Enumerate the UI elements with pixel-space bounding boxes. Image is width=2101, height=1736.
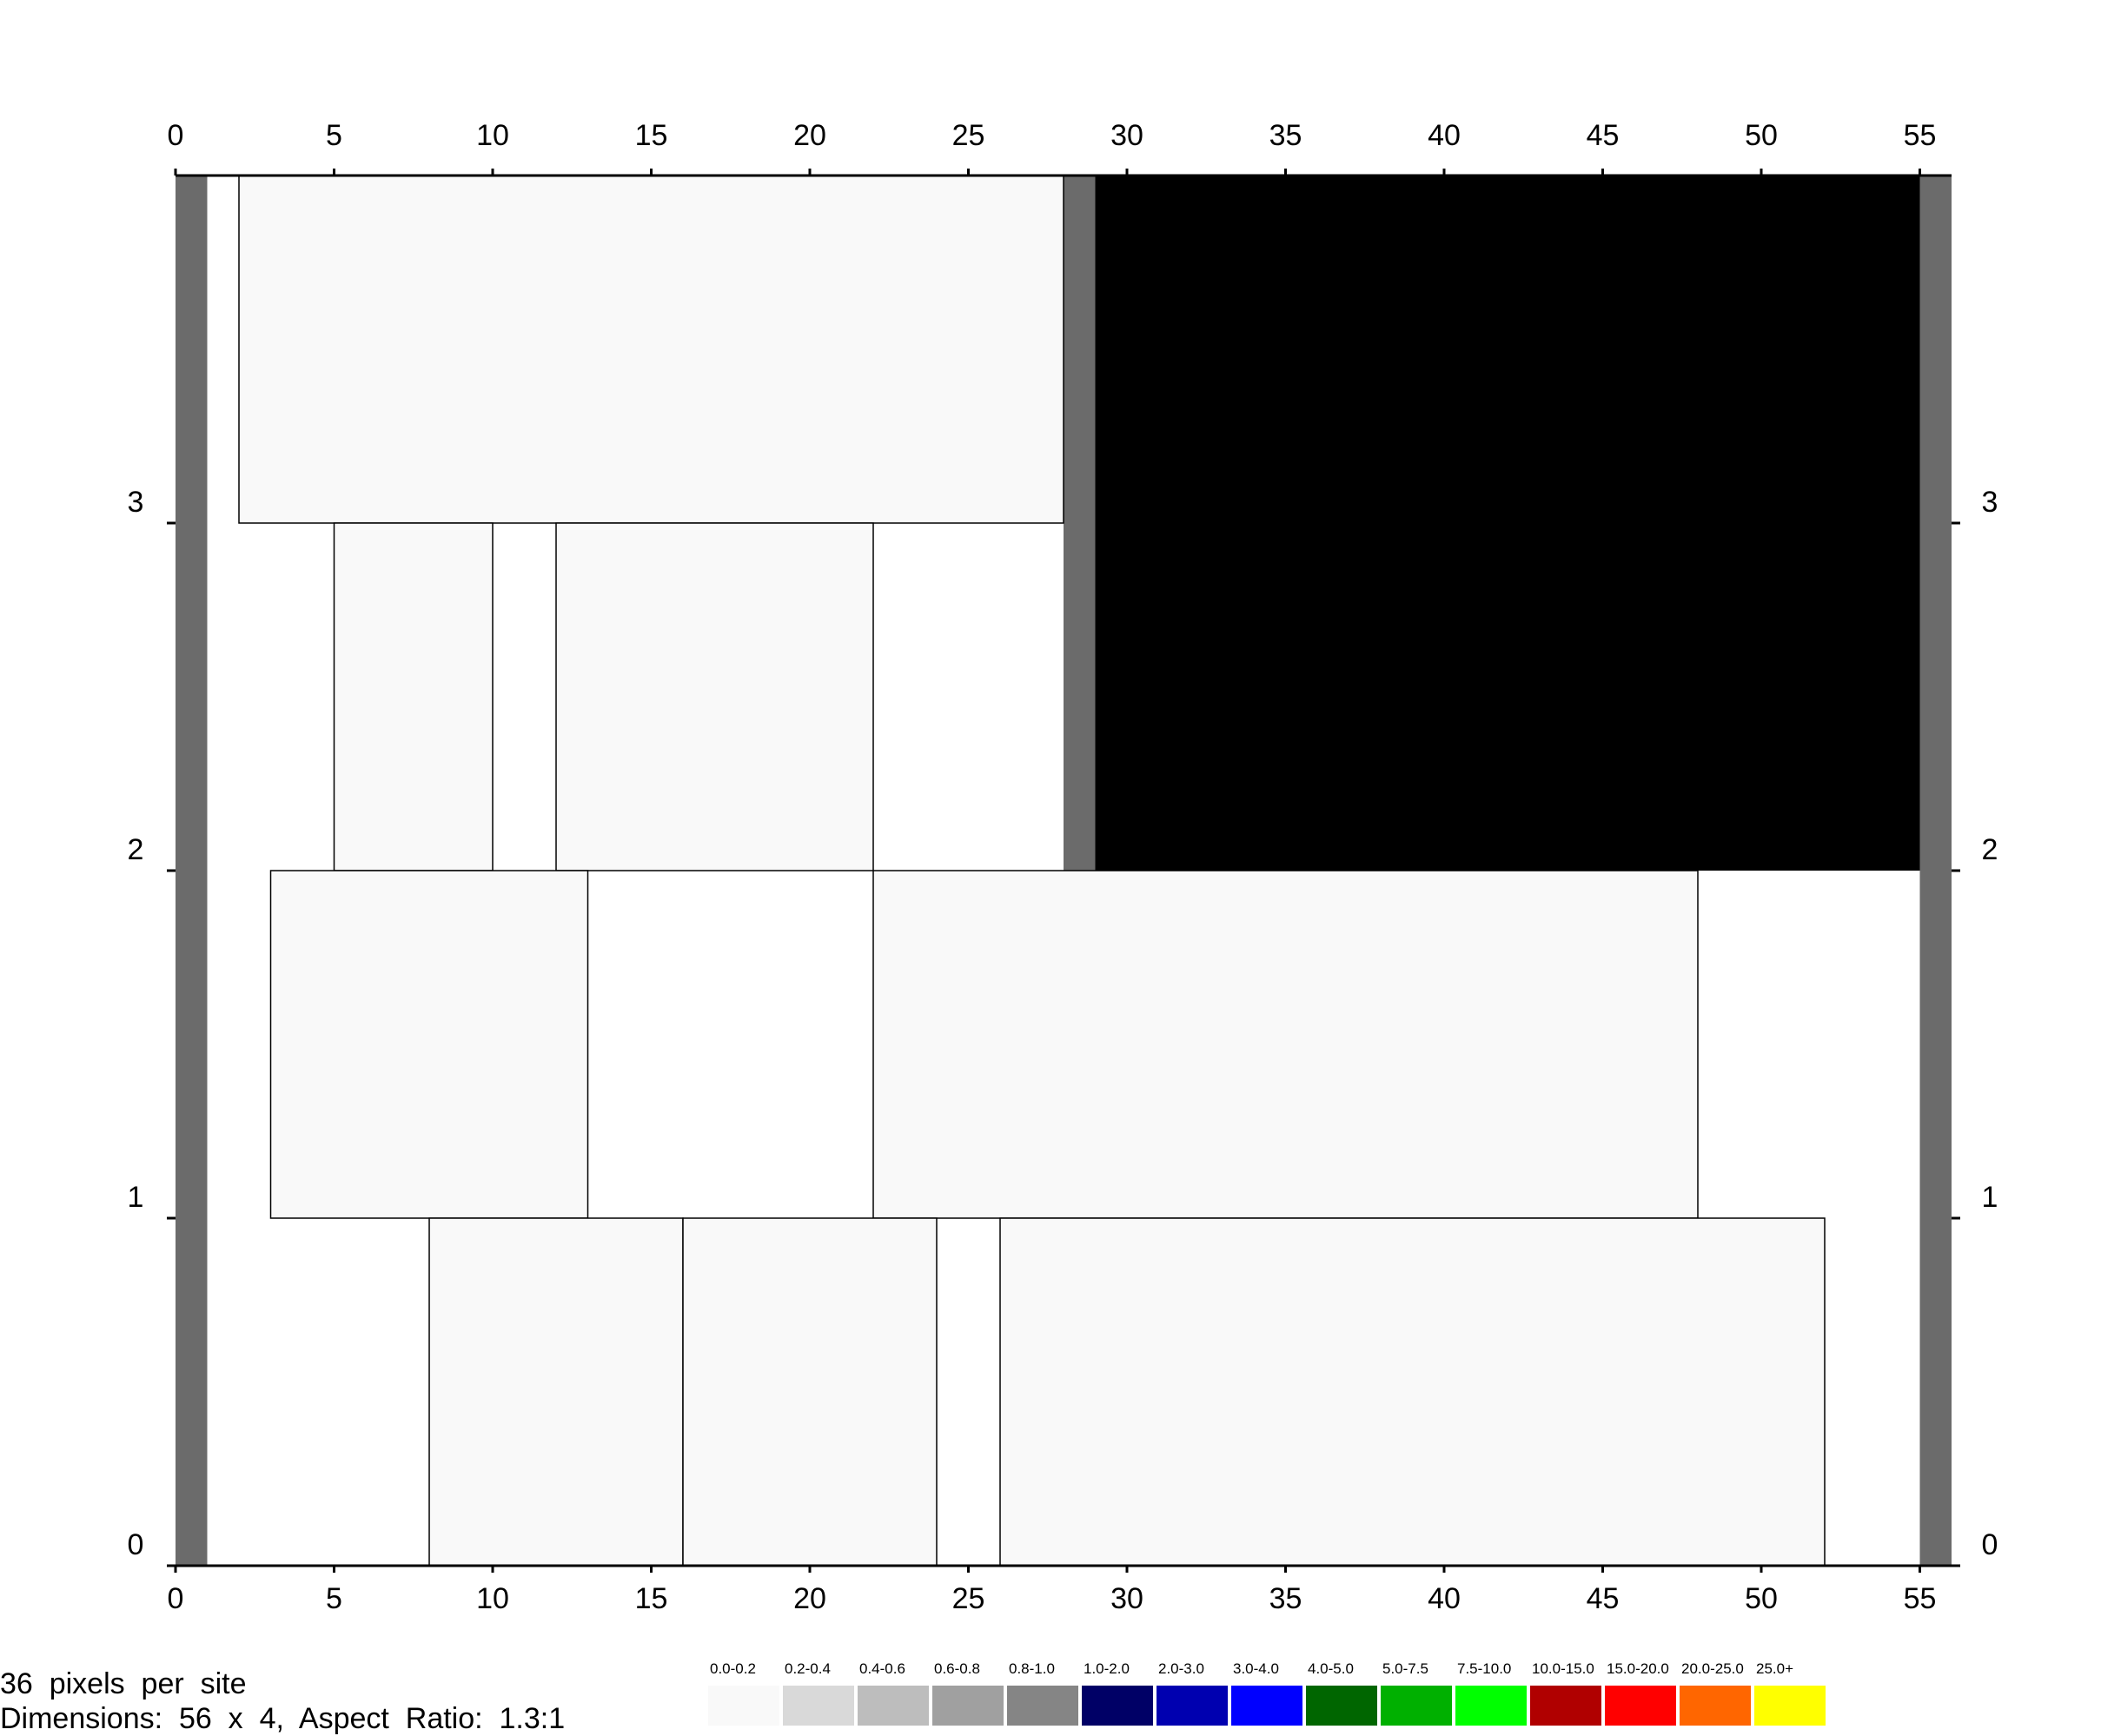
legend-label-2: 0.4-0.6 [859,1660,905,1677]
x-tick-label-top-40: 40 [1428,119,1461,152]
legend-label-10: 7.5-10.0 [1457,1660,1511,1677]
legend-swatch-13 [1680,1686,1751,1726]
y-tick-label-left-1: 1 [128,1181,144,1214]
site-block-2 [1064,176,1096,871]
x-tick-label-bottom-15: 15 [635,1582,668,1615]
y-tick-label-left-0: 0 [128,1528,144,1561]
site-block-8 [872,870,1699,1219]
legend-swatch-14 [1754,1686,1826,1726]
x-tick-label-bottom-25: 25 [952,1582,985,1615]
legend-swatch-9 [1381,1686,1452,1726]
site-block-9 [428,1217,684,1567]
legend-swatch-8 [1306,1686,1377,1726]
legend-label-11: 10.0-15.0 [1532,1660,1594,1677]
x-tick-label-top-50: 50 [1745,119,1778,152]
y-tick-label-right-3: 3 [1982,486,1998,519]
legend-label-14: 25.0+ [1756,1660,1793,1677]
x-tick-label-top-55: 55 [1904,119,1937,152]
x-tick-label-top-45: 45 [1587,119,1620,152]
legend-layer: 0.0-0.2 0.2-0.4 0.4-0.6 0.6-0.8 0.8-1.0 1.0-2… [708,1660,1826,1726]
y-tick-label-left-3: 3 [128,486,144,519]
legend-swatch-0 [708,1686,779,1726]
site-block-1 [1919,176,1952,1566]
site-block-7 [269,870,589,1219]
legend-label-1: 0.2-0.4 [785,1660,831,1677]
info-panel: 36 pixels per site Dimensions: 56 x 4, A… [0,1666,565,1736]
legend-swatch-11 [1530,1686,1601,1726]
dimensions-text: Dimensions: 56 x 4, Aspect Ratio: 1.3:1 [0,1702,566,1735]
y-tick-label-left-2: 2 [128,833,144,866]
legend-label-5: 1.0-2.0 [1084,1660,1130,1677]
legend-swatch-1 [783,1686,854,1726]
legend-label-9: 5.0-7.5 [1382,1660,1428,1677]
x-tick-label-top-15: 15 [635,119,668,152]
x-tick-label-bottom-30: 30 [1110,1582,1143,1615]
site-block-11 [999,1217,1826,1567]
x-tick-label-top-30: 30 [1110,119,1143,152]
y-tick-label-right-2: 2 [1982,833,1998,866]
x-tick-label-top-20: 20 [793,119,826,152]
blocks-layer [176,175,1952,1567]
legend-swatch-2 [858,1686,929,1726]
legend-label-7: 3.0-4.0 [1233,1660,1279,1677]
x-tick-label-bottom-35: 35 [1269,1582,1302,1615]
legend-swatch-6 [1157,1686,1228,1726]
legend-label-13: 20.0-25.0 [1681,1660,1744,1677]
x-tick-label-bottom-20: 20 [793,1582,826,1615]
legend-label-3: 0.6-0.8 [934,1660,980,1677]
x-tick-label-bottom-10: 10 [476,1582,509,1615]
x-tick-label-bottom-45: 45 [1587,1582,1620,1615]
legend-label-12: 15.0-20.0 [1607,1660,1669,1677]
legend-swatch-3 [932,1686,1004,1726]
legend-label-8: 4.0-5.0 [1308,1660,1354,1677]
site-block-3 [1095,176,1920,871]
site-block-4 [238,175,1064,524]
legend-swatch-10 [1455,1686,1527,1726]
legend-swatch-12 [1605,1686,1676,1726]
x-tick-label-bottom-55: 55 [1904,1582,1937,1615]
axes-layer: 0055101015152020252530303535404045455050… [128,119,1998,1615]
legend-label-6: 2.0-3.0 [1158,1660,1204,1677]
legend-label-0: 0.0-0.2 [710,1660,756,1677]
x-tick-label-top-5: 5 [326,119,342,152]
site-block-5 [333,522,494,871]
y-tick-label-right-0: 0 [1982,1528,1998,1561]
legend-swatch-5 [1082,1686,1153,1726]
x-tick-label-bottom-5: 5 [326,1582,342,1615]
legend-swatch-7 [1231,1686,1302,1726]
x-tick-label-top-10: 10 [476,119,509,152]
site-block-10 [682,1217,938,1567]
site-block-0 [176,176,208,1566]
x-tick-label-top-25: 25 [952,119,985,152]
site-block-6 [555,522,874,871]
y-tick-label-right-1: 1 [1982,1181,1998,1214]
legend-label-4: 0.8-1.0 [1009,1660,1055,1677]
x-tick-label-bottom-0: 0 [168,1582,184,1615]
x-tick-label-top-35: 35 [1269,119,1302,152]
x-tick-label-top-0: 0 [168,119,184,152]
pixels-per-site-text: 36 pixels per site [0,1667,247,1700]
x-tick-label-bottom-40: 40 [1428,1582,1461,1615]
x-tick-label-bottom-50: 50 [1745,1582,1778,1615]
legend-swatch-4 [1007,1686,1078,1726]
